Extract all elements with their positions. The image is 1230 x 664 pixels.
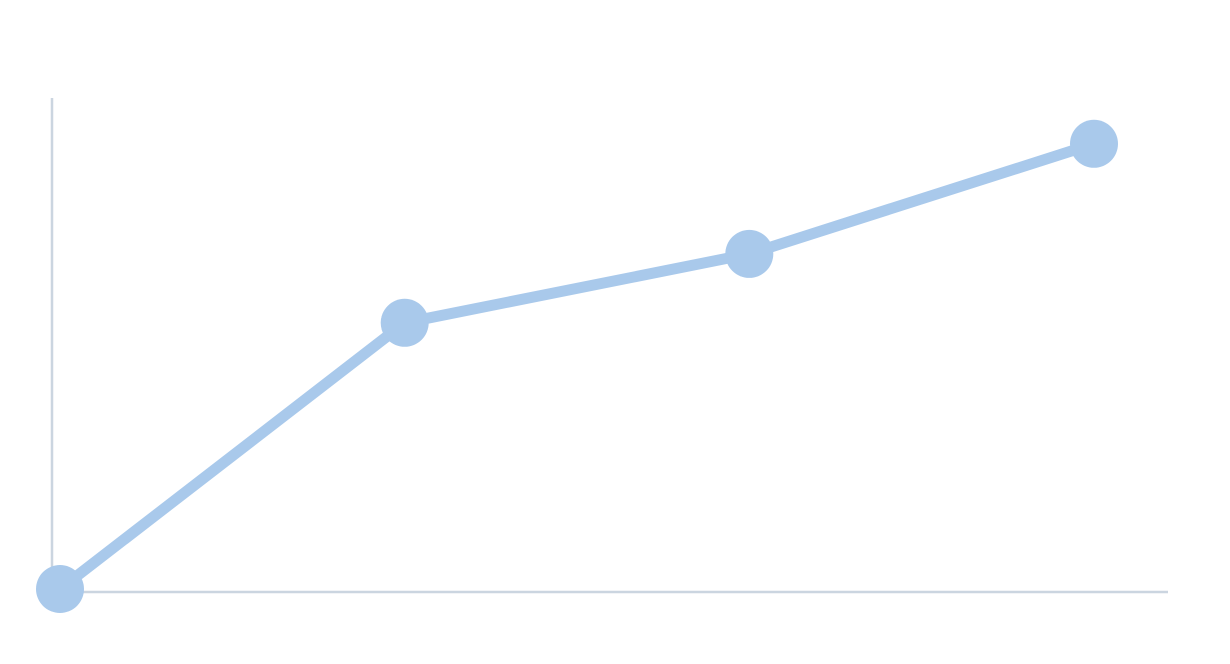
series-line <box>54 138 1100 595</box>
data-point-2 <box>725 229 774 278</box>
data-points <box>36 119 1118 613</box>
data-point-3 <box>1070 119 1118 168</box>
data-point-0 <box>36 565 84 613</box>
data-point-1 <box>380 298 429 347</box>
